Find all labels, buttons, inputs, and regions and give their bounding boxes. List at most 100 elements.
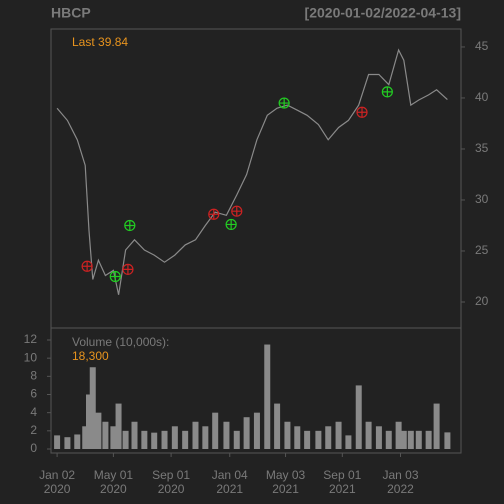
- x-tick-label-line: Jan 04: [212, 468, 248, 482]
- x-tick-label-line: Sep 01: [152, 468, 190, 482]
- volume-bar: [294, 426, 301, 450]
- volume-bar: [264, 344, 271, 450]
- volume-bar: [131, 421, 138, 450]
- signal-cross: [357, 107, 368, 118]
- volume-bar: [253, 412, 260, 450]
- signal-cross: [279, 98, 290, 109]
- volume-bar: [274, 403, 281, 450]
- signal-cross: [208, 209, 219, 220]
- price-line: [56, 48, 448, 295]
- volume-bar: [425, 430, 432, 450]
- volume-bar: [223, 421, 230, 450]
- signal-marker: [81, 260, 93, 272]
- volume-last: 18,300: [72, 349, 109, 363]
- x-tick-label-line: 2020: [100, 482, 127, 496]
- x-tick-label: Jan 03 2022: [382, 468, 418, 496]
- last-prefix: Last: [72, 35, 95, 49]
- volume-panel: [50, 327, 462, 454]
- signal-marker: [278, 97, 290, 109]
- y-tick-label: 30: [475, 192, 489, 206]
- volume-bar: [243, 417, 250, 450]
- y2-tick-label: 2: [30, 423, 37, 437]
- x-tick-label: Jan 02 2020: [39, 468, 75, 496]
- volume-bar: [335, 421, 342, 450]
- signal-marker: [231, 205, 243, 217]
- volume-bar: [233, 430, 240, 450]
- volume-bar: [74, 434, 81, 450]
- x-tick-label: May 03 2021: [266, 468, 306, 496]
- signal-marker: [122, 263, 134, 275]
- volume-bar: [395, 421, 402, 450]
- volume-bar: [151, 432, 158, 450]
- x-tick-label-line: 2021: [329, 482, 356, 496]
- volume-bar: [110, 426, 117, 450]
- volume-bar: [182, 430, 189, 450]
- volume-bar: [85, 394, 92, 450]
- volume-bar: [325, 426, 332, 450]
- volume-bar: [82, 426, 89, 450]
- x-tick-label-line: Sep 01: [323, 468, 361, 482]
- y2-tick-label: 0: [30, 441, 37, 455]
- volume-bar: [192, 421, 199, 450]
- signal-marker: [124, 219, 136, 232]
- signal-cross: [110, 271, 121, 282]
- x-tick-label: Sep 01 2020: [152, 468, 190, 496]
- x-tick-label: Sep 01 2021: [323, 468, 361, 496]
- volume-bar: [115, 403, 122, 450]
- volume-bar: [64, 437, 71, 450]
- signal-marker: [381, 86, 393, 98]
- chart-title: HBCP: [51, 5, 91, 21]
- y-tick-label: 40: [475, 90, 489, 104]
- x-tick-label-line: 2020: [44, 482, 71, 496]
- volume-label: Volume (10,000s):: [72, 335, 169, 349]
- volume-bar: [202, 426, 209, 450]
- x-tick-label: Jan 04 2021: [212, 468, 248, 496]
- x-tick-label-line: May 01: [94, 468, 134, 482]
- volume-bar: [365, 421, 372, 450]
- volume-bar: [102, 421, 109, 450]
- volume-bar: [345, 435, 352, 450]
- volume-bar: [355, 385, 362, 450]
- signal-marker: [208, 208, 220, 220]
- signal-cross: [82, 261, 93, 272]
- volume-bar: [284, 421, 291, 450]
- y2-tick-label: 10: [24, 350, 38, 364]
- volume-bar: [304, 430, 311, 450]
- volume-bar: [95, 412, 102, 450]
- x-tick-label-line: 2022: [387, 482, 414, 496]
- volume-bar: [122, 430, 129, 450]
- x-tick-label-line: 2021: [272, 482, 299, 496]
- volume-bar: [212, 412, 219, 450]
- signal-cross: [124, 220, 135, 231]
- volume-bar: [315, 430, 322, 450]
- x-tick-label-line: 2021: [216, 482, 243, 496]
- signal-marker: [109, 270, 121, 283]
- volume-bar: [407, 430, 414, 450]
- date-range: [2020-01-02/2022-04-13]: [305, 5, 461, 21]
- last-price: Last 39.84: [72, 35, 128, 49]
- y2-tick-label: 12: [24, 332, 38, 346]
- y-tick-label: 35: [475, 141, 489, 155]
- x-tick-label: May 01 2020: [94, 468, 134, 496]
- y2-tick-label: 6: [30, 387, 37, 401]
- x-tick-label-line: Jan 02: [39, 468, 75, 482]
- x-tick-label-line: Jan 03: [382, 468, 418, 482]
- volume-bar: [171, 426, 178, 450]
- last-value: 39.84: [98, 35, 128, 49]
- y2-tick-label: 8: [30, 369, 37, 383]
- signal-marker: [225, 218, 237, 231]
- volume-bar: [415, 430, 422, 450]
- y2-tick-label: 4: [30, 405, 37, 419]
- y-tick-label: 25: [475, 243, 489, 257]
- y-tick-label: 20: [475, 294, 489, 308]
- volume-bar: [161, 430, 168, 450]
- y-tick-label: 45: [475, 39, 489, 53]
- volume-bar: [375, 426, 382, 450]
- signal-cross: [226, 219, 237, 230]
- volume-bar: [444, 432, 451, 450]
- x-tick-label-line: 2020: [158, 482, 185, 496]
- signal-cross: [382, 86, 393, 97]
- signal-cross: [122, 264, 133, 275]
